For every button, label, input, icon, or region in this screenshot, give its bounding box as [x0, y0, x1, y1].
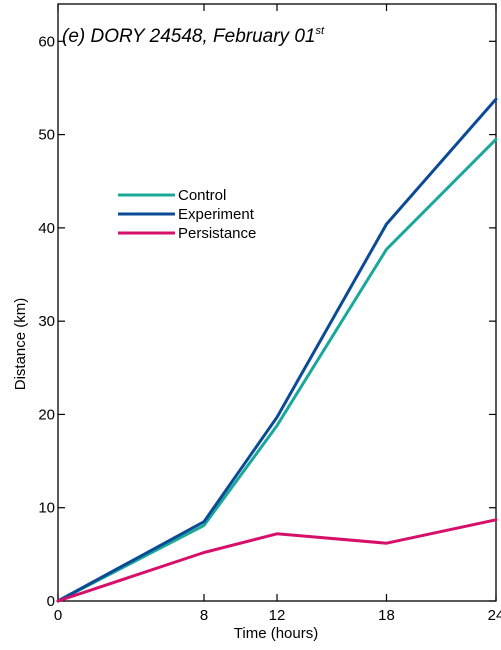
- x-tick-label: 12: [269, 607, 286, 624]
- x-tick-label: 8: [200, 607, 208, 624]
- y-tick-label: 20: [38, 406, 55, 423]
- y-tick-label: 0: [47, 593, 55, 610]
- legend-label-experiment: Experiment: [178, 206, 255, 223]
- series-lines: [56, 97, 498, 603]
- plot-area: 0 10 20 30 40 50 60 0 8 12 18 24: [38, 3, 501, 624]
- x-tick-label: 24: [488, 607, 501, 624]
- chart-title: (e) DORY 24548, February 01st: [62, 25, 325, 47]
- legend-label-persistance: Persistance: [178, 225, 256, 242]
- series-line-control: [56, 137, 498, 603]
- plot-frame: [57, 3, 497, 602]
- series-line-persistance: [56, 518, 498, 603]
- y-axis: 0 10 20 30 40 50 60: [38, 33, 496, 610]
- x-axis-label: Time (hours): [234, 625, 318, 642]
- chart-title-superscript: st: [315, 25, 325, 37]
- y-tick-label: 40: [38, 220, 55, 237]
- legend-label-control: Control: [178, 187, 226, 204]
- legend: Control Experiment Persistance: [118, 187, 256, 242]
- y-tick-label: 50: [38, 127, 55, 144]
- x-tick-label: 18: [378, 607, 395, 624]
- y-axis-label: Distance (km): [12, 298, 29, 391]
- y-tick-label: 30: [38, 313, 55, 330]
- y-tick-label: 10: [38, 500, 55, 517]
- x-axis: 0 8 12 18 24: [54, 4, 501, 624]
- y-tick-label: 60: [38, 33, 55, 50]
- series-line-experiment: [56, 97, 498, 603]
- x-tick-label: 0: [54, 607, 62, 624]
- chart-title-main: (e) DORY 24548, February 01: [62, 26, 315, 47]
